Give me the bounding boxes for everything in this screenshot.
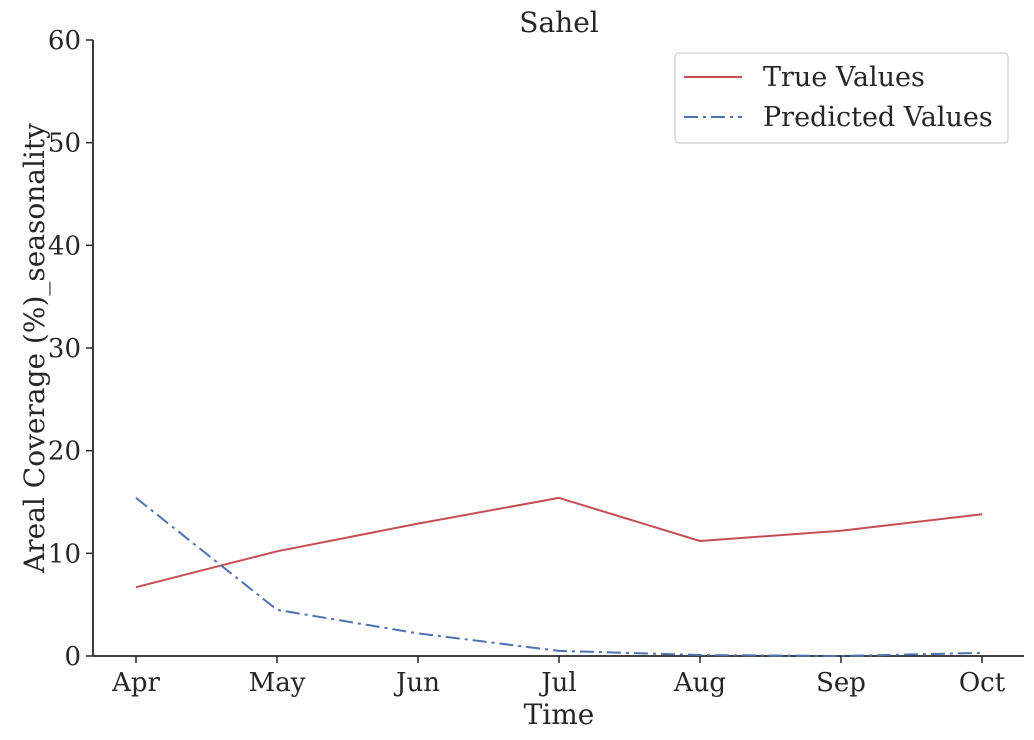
x-tick-label: Sep (816, 668, 866, 698)
legend: True Values Predicted Values (674, 52, 1009, 144)
series-line-true-values (135, 496, 983, 589)
y-tick-label: 40 (48, 231, 81, 261)
x-tick-label: Apr (111, 668, 160, 698)
y-tick-label: 50 (48, 129, 81, 159)
x-tick-label: May (249, 668, 306, 698)
series-line-predicted-values (135, 497, 983, 657)
y-tick-label: 60 (48, 26, 81, 56)
y-tick-label: 10 (48, 539, 81, 569)
legend-label-true-values: True Values (763, 62, 925, 93)
x-axis-label: Time (524, 698, 595, 731)
chart-title: Sahel (519, 6, 598, 39)
y-axis-ticks: 0 10 20 30 40 50 60 (48, 26, 93, 672)
x-tick-label: Jun (393, 668, 440, 698)
series-lines (135, 496, 983, 657)
x-tick-label: Jul (538, 668, 576, 698)
y-axis-label: Areal Coverage (%)_seasonality (18, 123, 51, 574)
x-tick-label: Oct (959, 668, 1006, 698)
x-tick-label: Aug (673, 668, 726, 698)
legend-label-predicted-values: Predicted Values (763, 102, 993, 133)
legend-box (674, 52, 1009, 144)
y-tick-label: 20 (48, 437, 81, 467)
x-axis-ticks: Apr May Jun Jul Aug Sep Oct (111, 656, 1006, 698)
y-tick-label: 0 (64, 642, 81, 672)
y-tick-label: 30 (48, 334, 81, 364)
